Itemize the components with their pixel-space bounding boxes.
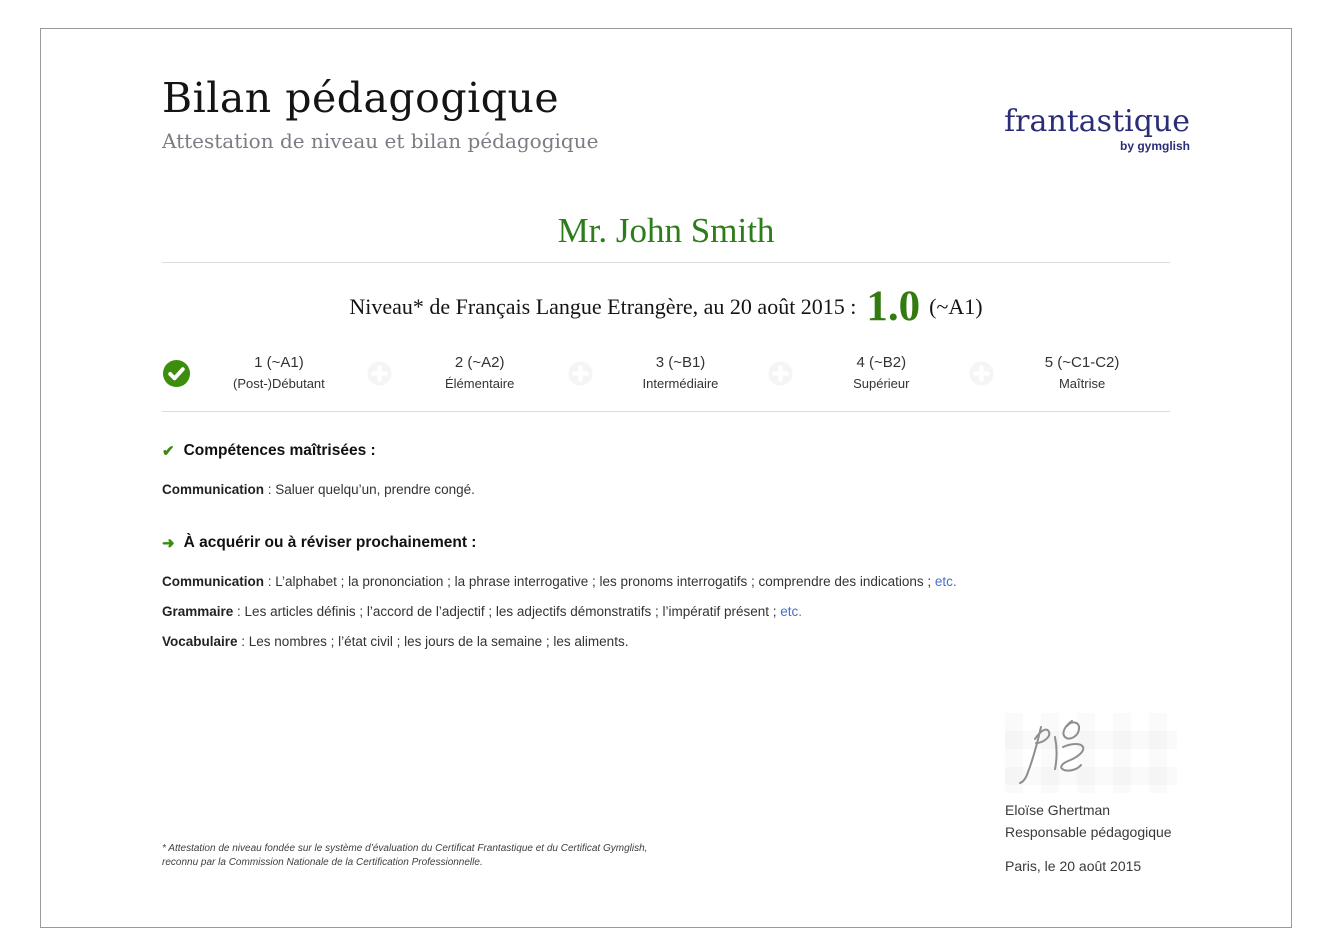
scale-level-label: 3 (~B1) — [655, 354, 706, 372]
scale-level-label: 1 (~A1) — [254, 354, 304, 372]
etc-link[interactable]: etc. — [780, 603, 803, 619]
plus-icon — [768, 361, 793, 386]
signature-place-date: Paris, le 20 août 2015 — [1005, 858, 1142, 874]
scale-level-label: 5 (~C1-C2) — [1044, 354, 1120, 372]
mastered-category: Communication — [162, 481, 265, 497]
to-acquire-section-heading: ➜ À acquérir ou à réviser prochainement … — [162, 534, 1170, 552]
mastered-section-heading: ✔ Compétences maîtrisées : — [162, 442, 1170, 460]
divider — [162, 262, 1170, 264]
scale-level-4: 4 (~B2) Supérieur — [793, 354, 969, 391]
to-acquire-text: : L’alphabet ; la prononciation ; la phr… — [264, 573, 935, 589]
header: Bilan pédagogique Attestation de niveau … — [162, 29, 1190, 154]
to-acquire-item: Communication : L’alphabet ; la prononci… — [162, 573, 1170, 592]
brand-logo: frantastique by gymglish — [1004, 104, 1190, 154]
student-name: Mr. John Smith — [557, 211, 775, 251]
signature-image — [1005, 713, 1177, 793]
scale-level-5: 5 (~C1-C2) Maîtrise — [994, 354, 1170, 391]
scale-level-sublabel: Intermédiaire — [642, 375, 719, 391]
checkmark-icon: ✔ — [162, 442, 175, 460]
page-title: Bilan pédagogique — [162, 74, 560, 122]
level-equivalent: (~A1) — [929, 293, 983, 319]
page-subtitle: Attestation de niveau et bilan pédagogiq… — [162, 129, 599, 154]
level-statement: Niveau* de Français Langue Etrangère, au… — [162, 285, 1170, 328]
scale-level-sublabel: (Post-)Débutant — [233, 375, 325, 391]
scale-level-3: 3 (~B1) Intermédiaire — [593, 354, 769, 391]
certificate-page: Bilan pédagogique Attestation de niveau … — [40, 28, 1292, 928]
level-statement-prefix: Niveau* de Français Langue Etrangère, au… — [349, 293, 857, 319]
mastered-item: Communication : Saluer quelqu’un, prendr… — [162, 481, 1170, 500]
to-acquire-category: Communication — [162, 573, 265, 589]
to-acquire-item: Vocabulaire : Les nombres ; l’état civil… — [162, 633, 1170, 652]
mastered-text: : Saluer quelqu’un, prendre congé. — [264, 481, 475, 497]
to-acquire-heading-label: À acquérir ou à réviser prochainement : — [183, 533, 477, 551]
scale-level-sublabel: Supérieur — [853, 375, 910, 391]
to-acquire-category: Vocabulaire — [162, 633, 238, 649]
scale-level-2: 2 (~A2) Élémentaire — [392, 354, 568, 391]
check-circle-icon — [162, 359, 191, 388]
scale-level-1: 1 (~A1) (Post-)Débutant — [191, 354, 367, 391]
level-score: 1.0 — [866, 283, 921, 331]
to-acquire-item: Grammaire : Les articles définis ; l’acc… — [162, 603, 1170, 622]
scale-level-label: 2 (~A2) — [454, 354, 505, 372]
brand-byline: by gymglish — [1119, 139, 1190, 153]
to-acquire-text: : Les nombres ; l’état civil ; les jours… — [237, 633, 629, 649]
signatory-role: Responsable pédagogique — [1005, 824, 1172, 840]
page-content: Bilan pédagogique Attestation de niveau … — [41, 29, 1291, 927]
brand-name: frantastique — [1004, 104, 1190, 139]
level-scale: 1 (~A1) (Post-)Débutant 2 (~A2) Élémenta… — [162, 354, 1170, 391]
plus-icon — [367, 361, 392, 386]
footnote-line-2: reconnu par la Commission Nationale de l… — [162, 856, 483, 868]
arrow-right-icon: ➜ — [162, 534, 175, 552]
header-titles: Bilan pédagogique Attestation de niveau … — [162, 74, 599, 154]
signature-block: Eloïse Ghertman Responsable pédagogique … — [1005, 713, 1225, 874]
to-acquire-category: Grammaire — [162, 603, 234, 619]
signatory-name: Eloïse Ghertman — [1005, 802, 1111, 818]
divider — [162, 410, 1170, 412]
scale-level-sublabel: Élémentaire — [445, 375, 515, 391]
to-acquire-text: : Les articles définis ; l’accord de l’a… — [233, 603, 781, 619]
plus-icon — [969, 361, 994, 386]
footnote-line-1: * Attestation de niveau fondée sur le sy… — [162, 843, 648, 854]
footnote: * Attestation de niveau fondée sur le sy… — [162, 842, 682, 869]
plus-icon — [568, 361, 593, 386]
mastered-heading-label: Compétences maîtrisées : — [183, 441, 376, 459]
scale-level-sublabel: Maîtrise — [1058, 375, 1106, 391]
etc-link[interactable]: etc. — [934, 573, 957, 589]
scale-level-label: 4 (~B2) — [856, 354, 907, 372]
